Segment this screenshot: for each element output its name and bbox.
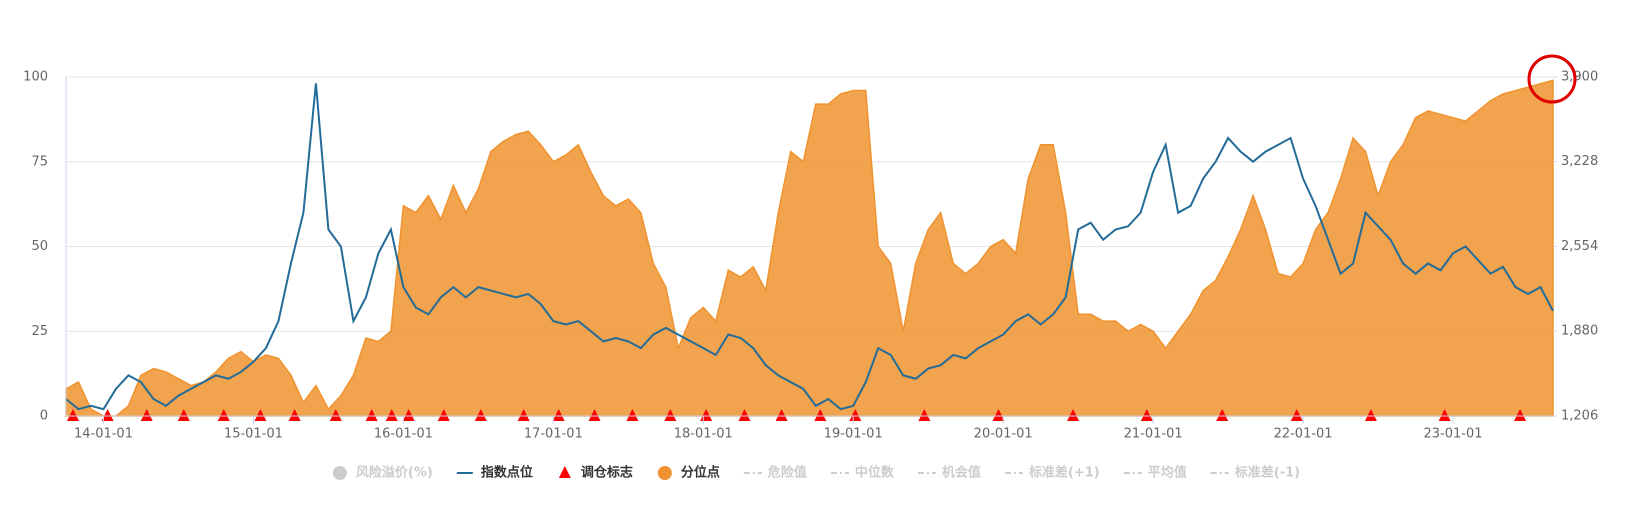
data-layer (65, 79, 1554, 421)
x-tick-label: 20-01-01 (974, 427, 1033, 442)
y2-tick-label: 2,554 (1561, 239, 1598, 254)
x-tick-label: 17-01-01 (524, 427, 583, 442)
rebalance-marker (365, 409, 378, 421)
legend-label: 危险值 (768, 465, 807, 481)
x-tick-label: 19-01-01 (824, 427, 883, 442)
x-tick-label: 16-01-01 (374, 427, 433, 442)
rebalance-marker (1290, 409, 1303, 421)
rebalance-marker (385, 409, 398, 421)
rebalance-marker (918, 409, 931, 421)
legend-label: 风险溢价(%) (356, 465, 433, 481)
rebalance-marker (101, 409, 114, 421)
legend-label: 指数点位 (481, 465, 533, 481)
rebalance-marker (1216, 409, 1229, 421)
y-tick-label: 100 (23, 70, 48, 85)
rebalance-marker (329, 409, 342, 421)
rebalance-marker (288, 409, 301, 421)
legend-item[interactable]: 风险溢价(%) (332, 465, 433, 481)
rebalance-marker (588, 409, 601, 421)
rebalance-marker (517, 409, 530, 421)
rebalance-marker (1140, 409, 1153, 421)
rebalance-marker (177, 409, 190, 421)
x-tick-label: 18-01-01 (674, 427, 733, 442)
legend-label: 平均值 (1148, 465, 1187, 481)
x-tick-label: 14-01-01 (74, 427, 133, 442)
rebalance-marker (814, 409, 827, 421)
y-tick-label: 75 (31, 154, 48, 169)
legend-item[interactable]: 平均值 (1123, 465, 1187, 481)
legend-label: 调仓标志 (581, 465, 633, 481)
y-tick-label: 50 (31, 239, 48, 254)
rebalance-marker (1067, 409, 1080, 421)
rebalance-marker (474, 409, 487, 421)
legend-item[interactable]: 标准差(+1) (1004, 465, 1100, 481)
rebalance-marker (217, 409, 230, 421)
y-tick-label: 0 (40, 409, 48, 424)
legend-label: 分位点 (681, 465, 720, 481)
x-tick-label: 23-01-01 (1424, 427, 1483, 442)
rebalance-marker (437, 409, 450, 421)
legend-symbol (558, 466, 571, 478)
legend-item[interactable]: 调仓标志 (558, 465, 633, 481)
line (65, 83, 1554, 411)
legend-label: 标准差(-1) (1234, 465, 1300, 481)
x-tick-label: 15-01-01 (224, 427, 283, 442)
rebalance-marker (849, 409, 862, 421)
rebalance-marker (552, 409, 565, 421)
legend: 风险溢价(%) 指数点位 调仓标志 分位点 危险值 中位数 机会值 标准差(+1) 平均值 标准差… (332, 465, 1300, 481)
legend-symbol (332, 466, 347, 480)
legend-item[interactable]: 分位点 (657, 465, 720, 481)
legend-label: 中位数 (855, 465, 895, 481)
y2-tick-label: 1,880 (1561, 324, 1598, 339)
axis-layer: 0 25 50 75 100 1,206 1,880 2,554 3,228 3,900 14-01… (23, 70, 1598, 442)
rebalance-marker (254, 409, 267, 421)
y2-tick-label: 3,900 (1561, 70, 1598, 85)
x-tick-label: 22-01-01 (1274, 427, 1333, 442)
rebalance-marker (140, 409, 153, 421)
legend-item[interactable]: 机会值 (917, 465, 981, 481)
legend-symbol (657, 466, 672, 480)
legend-label: 标准差(+1) (1028, 465, 1100, 481)
rebalance-marker (775, 409, 788, 421)
rebalance-marker (1364, 409, 1377, 421)
legend-item[interactable]: 中位数 (830, 465, 895, 481)
area (65, 79, 1554, 417)
legend-item[interactable]: 指数点位 (456, 465, 533, 481)
legend-item[interactable]: 危险值 (743, 465, 807, 481)
rebalance-marker (664, 409, 677, 421)
rebalance-marker (66, 409, 79, 421)
rebalance-marker (626, 409, 639, 421)
rebalance-marker (1438, 409, 1451, 421)
y2-tick-label: 1,206 (1561, 409, 1598, 424)
highlight-circle (1527, 54, 1577, 104)
legend-label: 机会值 (942, 465, 981, 481)
legend-item[interactable]: 标准差(-1) (1210, 465, 1300, 481)
rebalance-marker (992, 409, 1005, 421)
x-tick-label: 21-01-01 (1124, 427, 1183, 442)
rebalance-marker (1514, 409, 1527, 421)
y2-tick-label: 3,228 (1561, 154, 1598, 169)
y-tick-label: 25 (31, 324, 48, 339)
rebalance-marker (402, 409, 415, 421)
rebalance-marker (738, 409, 751, 421)
